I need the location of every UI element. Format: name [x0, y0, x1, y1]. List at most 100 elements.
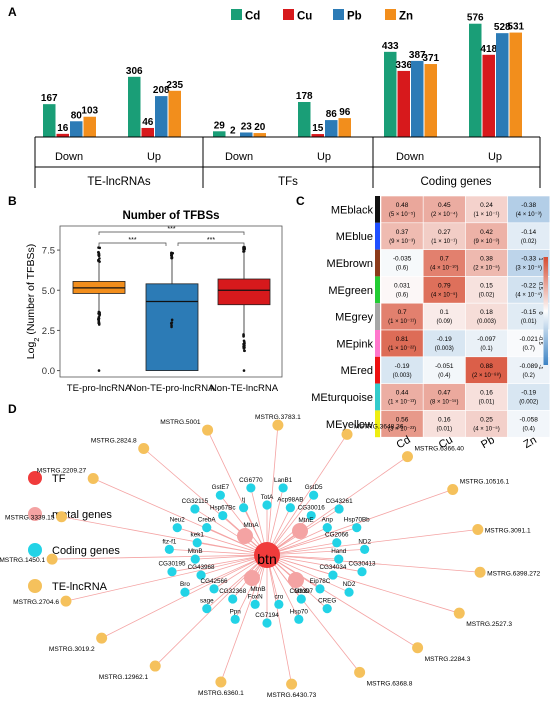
bar-value-label: 16 — [57, 123, 69, 134]
network-edge — [266, 527, 357, 556]
outlier-point — [97, 369, 101, 372]
outlier-point — [169, 321, 173, 325]
cell-pvalue: (4 × 10⁻¹⁰) — [430, 265, 458, 272]
module-swatch — [375, 249, 380, 277]
bar-pb — [496, 33, 509, 137]
coding-gene-label: Hsp67Bc — [210, 505, 236, 512]
lncrna-node — [474, 566, 486, 578]
heatmap-panel: MEblack 0.48 (5 × 10⁻⁵) 0.45 (2 × 10⁻⁴) 0.24 (… — [311, 195, 550, 451]
lncrna-label: MSTRG.6360.1 — [198, 690, 244, 697]
outlier-point — [242, 339, 246, 343]
x-tick-label: Non-TE-pro-lncRNA — [130, 383, 216, 394]
lncrna-label: MSTRG.10516.1 — [460, 479, 510, 486]
heatmap-cell — [380, 222, 424, 250]
lncrna-node — [138, 442, 150, 454]
outlier-point — [242, 333, 245, 336]
heatmap-cell — [380, 329, 424, 358]
coding-gene-node — [328, 570, 338, 580]
bar-pb — [240, 132, 253, 137]
bar-value-label: 167 — [41, 93, 58, 104]
coding-gene-label: ND2 — [343, 581, 356, 588]
lncrna-label: MSTRG.6430.73 — [267, 692, 317, 699]
lncrna-node — [96, 632, 108, 644]
coding-gene-node — [164, 544, 174, 554]
legend-node-coding — [28, 543, 42, 557]
bar-value-label: 208 — [153, 85, 170, 96]
lncrna-label: MSTRG.3091.1 — [485, 528, 531, 535]
coding-gene-node — [294, 614, 304, 624]
heatmap-cell — [507, 410, 550, 438]
coding-gene-node — [262, 618, 272, 628]
coding-gene-label: CG3397 — [290, 588, 314, 595]
metal-gene-node — [237, 528, 253, 544]
coding-gene-node — [196, 570, 206, 580]
lncrna-label: MSTRG.3648.36 — [354, 423, 404, 430]
heatmap-cell — [507, 195, 550, 224]
significance-label: *** — [207, 237, 215, 244]
heatmap-cell — [465, 195, 508, 224]
outlier-point — [170, 252, 173, 255]
colorbar-tick: 1 — [537, 257, 543, 260]
bar-value-label: 86 — [326, 109, 338, 120]
coding-gene-label: CG32368 — [219, 588, 246, 595]
x-tick-label: TE-pro-lncRNA — [67, 383, 132, 394]
network-edge — [266, 554, 418, 649]
group-label: TE-lncRNAs — [87, 176, 151, 188]
bar-value-label: 96 — [339, 107, 351, 118]
coding-gene-node — [228, 594, 238, 604]
heatmap-cell — [380, 249, 424, 277]
cell-pvalue: (0.09) — [436, 319, 452, 325]
outlier-point — [97, 310, 101, 314]
cell-value: 0.88 — [480, 363, 493, 370]
coding-gene-label: kek1 — [191, 532, 205, 539]
module-label: MEgrey — [335, 312, 373, 324]
coding-gene-label: CG43968 — [188, 564, 215, 571]
bar-value-label: 46 — [142, 117, 154, 128]
bar-cu — [141, 127, 154, 137]
panel-label-b: B — [8, 194, 17, 208]
column-label: Zn — [522, 434, 539, 451]
cell-pvalue: (2 × 10⁻⁵) — [473, 265, 500, 272]
outlier-point — [243, 349, 246, 353]
network-edge — [184, 554, 268, 593]
heatmap-cell — [507, 329, 550, 358]
outlier-point — [170, 254, 173, 257]
heatmap-cell — [380, 410, 424, 438]
bar-value-label: 336 — [395, 60, 412, 71]
cell-value: 0.24 — [480, 202, 493, 209]
network-edge — [266, 554, 363, 573]
lncrna-label: MSTRG.6398.272 — [487, 570, 540, 577]
bar-value-label: 2 — [230, 126, 236, 137]
bar-cu — [482, 54, 495, 137]
lncrna-label: MSTRG.3019.2 — [49, 646, 95, 653]
panel-label-a: A — [8, 5, 17, 19]
network-edge — [266, 548, 365, 556]
y-axis-label-prefix: Log — [25, 342, 37, 360]
coding-gene-node — [209, 584, 219, 594]
heatmap-cell — [507, 302, 550, 331]
bar-zn — [83, 116, 96, 137]
metal-gene-label: MtnE — [298, 517, 314, 524]
cell-pvalue: (0.02) — [521, 239, 537, 245]
legend-swatch-zn — [385, 9, 396, 20]
cell-pvalue: (9 × 10⁻³) — [473, 239, 499, 245]
bar-value-label: 576 — [467, 13, 484, 24]
lncrna-node — [354, 666, 366, 678]
legend-swatch-pb — [333, 9, 344, 20]
metal-gene-label: MtnB — [250, 586, 265, 593]
bar-cu — [56, 133, 69, 137]
cell-pvalue: (1 × 10⁻¹) — [431, 239, 457, 245]
column-label: Pb — [479, 434, 497, 451]
bar-cd — [213, 131, 226, 137]
heatmap-cell — [465, 356, 508, 384]
bar-zn — [509, 32, 522, 137]
cell-pvalue: (0.6) — [396, 266, 408, 272]
bar-cd — [298, 101, 311, 137]
cell-value: 0.27 — [438, 229, 451, 236]
bar-cu — [397, 70, 410, 137]
label-layer: MSTRG.5001 MSTRG.3783.1 MSTRG.3648.36 MSTRG… — [0, 414, 541, 699]
metal-gene-label: MtnD — [294, 588, 310, 595]
cell-pvalue: (1 × 10⁻¹³) — [388, 400, 416, 406]
heatmap-cell — [507, 222, 550, 250]
outlier-point — [170, 324, 173, 327]
